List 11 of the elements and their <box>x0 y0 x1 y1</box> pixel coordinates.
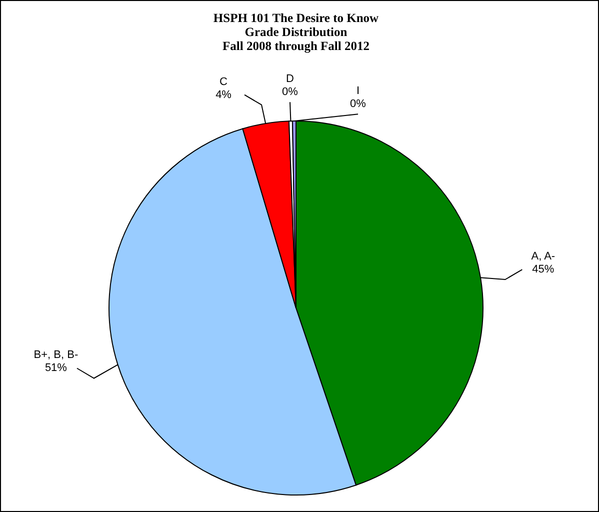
data-label: 0% <box>350 98 366 110</box>
slice-label: D <box>286 73 294 86</box>
data-label: 4% <box>216 88 232 101</box>
data-label: 45% <box>532 264 554 276</box>
chart-title: HSPH 101 The Desire to Know Grade Distribution Fall 2008 through Fall 2012 <box>213 11 379 53</box>
slice-label: I <box>356 85 360 98</box>
data-label: 51% <box>44 362 68 374</box>
slice-label: C <box>220 76 228 88</box>
slice-label: A, A- <box>531 250 556 263</box>
data-label: 0% <box>282 86 298 98</box>
slice-label: B+, B, B- <box>34 349 78 362</box>
